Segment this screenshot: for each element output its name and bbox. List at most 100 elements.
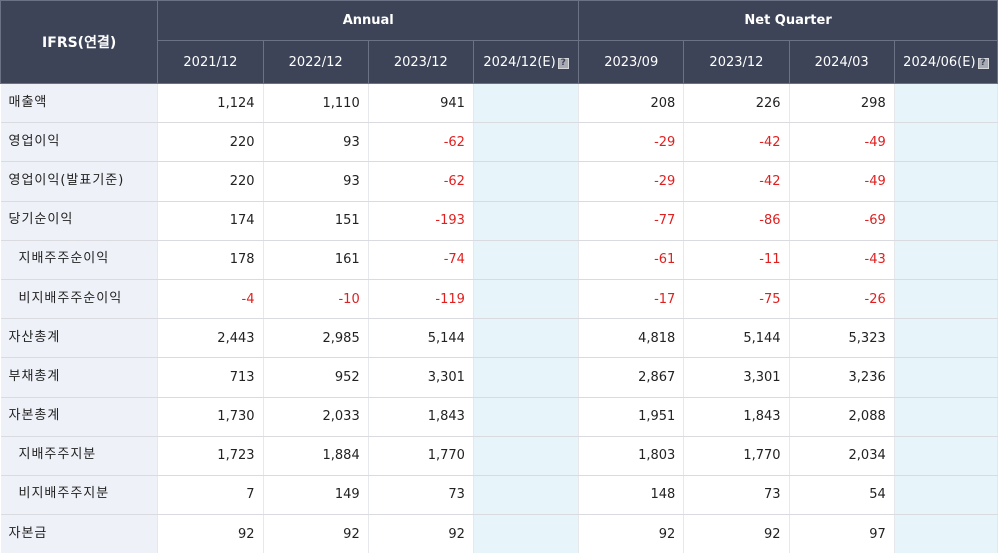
row-label: 당기순이익 — [0, 201, 159, 241]
table-cell: 92 — [683, 514, 790, 553]
table-cell: 5,323 — [789, 318, 895, 359]
header-period-annual-0: 2021/12 — [157, 40, 264, 84]
header-group-net-quarter: Net Quarter — [578, 0, 998, 41]
table-body: 매출액 1,124 1,110 941 208 226 298 영업이익 220 93 -62 -29… — [0, 83, 998, 553]
table-cell: -62 — [368, 161, 474, 202]
table-cell — [473, 83, 580, 124]
table-cell: 1,723 — [157, 436, 264, 476]
header-period-quarter-2: 2024/03 — [788, 40, 895, 84]
table-cell: 952 — [263, 357, 369, 398]
table-cell: -74 — [368, 240, 474, 280]
table-cell: 149 — [263, 475, 369, 516]
table-cell: 92 — [157, 514, 264, 553]
table-row: 영업이익 220 93 -62 -29 -42 -49 — [0, 122, 998, 163]
table-cell: -42 — [683, 122, 790, 163]
table-cell — [473, 161, 580, 202]
table-cell — [473, 475, 580, 516]
table-cell: 5,144 — [368, 318, 474, 359]
table-cell: 73 — [683, 475, 790, 516]
table-row: 매출액 1,124 1,110 941 208 226 298 — [0, 83, 998, 124]
table-cell: -62 — [368, 122, 474, 163]
table-cell: -61 — [578, 240, 685, 280]
table-cell: 2,033 — [263, 397, 369, 437]
table-row: 부채총계 713 952 3,301 2,867 3,301 3,236 — [0, 357, 998, 398]
table-cell — [473, 318, 580, 359]
table-cell: 2,443 — [157, 318, 264, 359]
table-cell: 1,124 — [157, 83, 264, 124]
table-cell: -42 — [683, 161, 790, 202]
table-cell: -43 — [789, 240, 895, 280]
header-period-quarter-3: 2024/06(E)? — [893, 40, 998, 84]
row-label: 지배주주지분 — [0, 436, 159, 476]
table-cell: 220 — [157, 161, 264, 202]
row-label: 영업이익(발표기준) — [0, 161, 159, 202]
table-cell: 3,301 — [683, 357, 790, 398]
table-cell: -193 — [368, 201, 474, 241]
table-cell: 161 — [263, 240, 369, 280]
table-row: 자본총계 1,730 2,033 1,843 1,951 1,843 2,088 — [0, 397, 998, 437]
table-cell: -49 — [789, 161, 895, 202]
header-period-annual-2: 2023/12 — [367, 40, 474, 84]
table-cell: 208 — [578, 83, 685, 124]
table-cell: -75 — [683, 279, 790, 320]
table-row: 지배주주지분 1,723 1,884 1,770 1,803 1,770 2,034 — [0, 436, 998, 476]
table-cell — [473, 397, 580, 437]
row-label: 비지배주주지분 — [0, 475, 159, 516]
table-cell: 178 — [157, 240, 264, 280]
row-label: 매출액 — [0, 83, 159, 124]
table-cell: -10 — [263, 279, 369, 320]
table-cell — [894, 122, 998, 163]
row-label: 자산총계 — [0, 318, 159, 359]
table-cell: 1,843 — [368, 397, 474, 437]
table-cell: 93 — [263, 122, 369, 163]
row-label: 비지배주주순이익 — [0, 279, 159, 320]
table-cell: 1,730 — [157, 397, 264, 437]
table-cell: 3,301 — [368, 357, 474, 398]
header-ifrs-label: IFRS(연결) — [0, 0, 159, 84]
table-cell: 92 — [578, 514, 685, 553]
table-cell: 1,951 — [578, 397, 685, 437]
row-label: 지배주주순이익 — [0, 240, 159, 280]
header-period-quarter-1: 2023/12 — [683, 40, 790, 84]
table-cell: 1,770 — [683, 436, 790, 476]
question-icon[interactable]: ? — [557, 57, 569, 69]
table-cell: -26 — [789, 279, 895, 320]
row-label: 자본금 — [0, 514, 159, 553]
table-cell: 2,088 — [789, 397, 895, 437]
table-cell: -86 — [683, 201, 790, 241]
question-icon[interactable]: ? — [977, 57, 989, 69]
table-row: 자산총계 2,443 2,985 5,144 4,818 5,144 5,323 — [0, 318, 998, 359]
table-cell: 2,985 — [263, 318, 369, 359]
table-cell: 4,818 — [578, 318, 685, 359]
table-cell — [473, 357, 580, 398]
table-cell: -77 — [578, 201, 685, 241]
table-cell: 226 — [683, 83, 790, 124]
header-period-annual-3: 2024/12(E)? — [472, 40, 580, 84]
row-label: 영업이익 — [0, 122, 159, 163]
table-cell: -11 — [683, 240, 790, 280]
table-cell: 93 — [263, 161, 369, 202]
table-cell: 1,843 — [683, 397, 790, 437]
header-period-quarter-0: 2023/09 — [578, 40, 685, 84]
table-cell — [894, 240, 998, 280]
table-cell — [894, 436, 998, 476]
table-cell: -69 — [789, 201, 895, 241]
table-cell: -29 — [578, 122, 685, 163]
table-row: 자본금 92 92 92 92 92 97 — [0, 514, 998, 553]
table-cell — [473, 279, 580, 320]
table-cell: -17 — [578, 279, 685, 320]
table-row: 영업이익(발표기준) 220 93 -62 -29 -42 -49 — [0, 161, 998, 202]
table-cell — [473, 201, 580, 241]
table-cell — [473, 122, 580, 163]
table-cell — [894, 279, 998, 320]
table-cell: -119 — [368, 279, 474, 320]
table-row: 지배주주순이익 178 161 -74 -61 -11 -43 — [0, 240, 998, 280]
table-cell — [894, 318, 998, 359]
table-cell: 97 — [789, 514, 895, 553]
table-cell: 1,803 — [578, 436, 685, 476]
table-cell: 713 — [157, 357, 264, 398]
table-cell — [473, 514, 580, 553]
table-cell: 2,867 — [578, 357, 685, 398]
table-cell: -4 — [157, 279, 264, 320]
